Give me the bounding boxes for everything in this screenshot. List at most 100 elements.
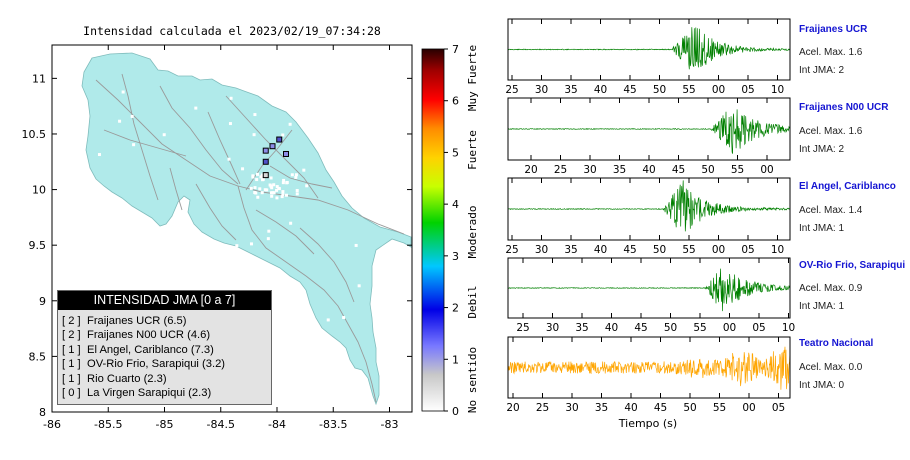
legend-station: Fraijanes N00 UCR (4.6) [87, 329, 211, 342]
legend-level: [ 2 ] [62, 315, 81, 327]
station-marker [283, 150, 289, 157]
station-jma: Int JMA: 2 [799, 65, 845, 76]
town-dot [255, 178, 259, 182]
time-tick-label: 35 [595, 402, 608, 414]
colorbar-category: No sentido [466, 347, 479, 413]
town-dot [281, 133, 285, 137]
time-tick-label: 35 [564, 244, 577, 256]
town-dot [263, 188, 267, 192]
seismogram-frame [507, 257, 791, 319]
station-acel: Acel. Max. 1.6 [799, 126, 863, 137]
legend-level: [ 1 ] [62, 372, 81, 385]
legend-rows: [ 2 ] Fraijanes UCR (6.5) [ 2 ] Fraijanes … [58, 310, 271, 400]
time-tick-label: 30 [546, 322, 559, 334]
map-axes: -86 -85.5 -85 -84.5 -84 -83.5 -83 11 10.5 10 9.5 9 8… [22, 45, 412, 431]
colorbar-tick-label: 7 [452, 43, 459, 56]
map-y-tick-label: 10 [32, 184, 46, 197]
time-tick-label: 45 [623, 84, 636, 96]
town-dot [305, 184, 309, 188]
town-dot [302, 168, 306, 172]
map-x-tick-label: -85.5 [94, 418, 122, 431]
time-tick-label: 25 [536, 402, 549, 414]
town-dot [118, 119, 122, 123]
colorbar-tick-label: 2 [452, 302, 459, 315]
town-dot [254, 191, 258, 195]
time-tick-label: 55 [693, 322, 706, 334]
town-dot [275, 188, 279, 192]
seismogram-frame [507, 177, 791, 241]
town-dot [227, 157, 231, 161]
station-jma: Int JMA: 1 [799, 301, 845, 312]
legend-station: El Angel, Cariblanco (7.3) [87, 343, 214, 356]
town-dot [284, 193, 288, 197]
time-axis-label: Tiempo (s) [618, 417, 677, 430]
town-dot [285, 181, 289, 185]
seismogram-panel: 25 30 35 40 45 50 55 00 05 10 [505, 18, 791, 96]
town-dot [267, 229, 271, 233]
time-tick-label: 00 [712, 244, 725, 256]
time-tick-label: 45 [654, 402, 667, 414]
waveform-trace [507, 180, 791, 232]
town-dot [357, 284, 361, 288]
time-tick-label: 00 [712, 84, 725, 96]
colorbar-category: Moderado [466, 206, 479, 259]
town-dot [235, 244, 239, 248]
town-dot [261, 178, 265, 182]
time-tick-label: 25 [505, 84, 518, 96]
legend-level: [ 1 ] [62, 343, 81, 356]
time-tick-label: 30 [535, 244, 548, 256]
time-tick-label: 25 [516, 322, 529, 334]
town-dot [251, 174, 255, 178]
station-acel: Acel. Max. 1.4 [799, 205, 863, 216]
map-y-tick-label: 9 [39, 295, 46, 308]
time-tick-label: 55 [731, 164, 744, 176]
time-tick-label: 10 [782, 322, 795, 334]
station-marker [262, 147, 269, 154]
station-title: Fraijanes UCR [799, 24, 868, 35]
legend-station: Rio Cuarto (2.3) [87, 372, 167, 385]
legend-title: INTENSIDAD JMA [0 a 7] [58, 291, 271, 310]
town-dot [275, 185, 279, 189]
time-tick-label: 40 [624, 402, 637, 414]
town-dot [289, 221, 293, 225]
town-dot [326, 318, 330, 322]
map-y-tick-label: 8.5 [29, 350, 47, 363]
time-tick-label: 30 [565, 402, 578, 414]
town-dot [281, 190, 285, 194]
station-title: Teatro Nacional [799, 338, 874, 349]
town-dot [282, 178, 286, 182]
town-dot [229, 96, 233, 100]
legend-level: [ 2 ] [62, 329, 81, 342]
time-tick-label: 35 [575, 322, 588, 334]
time-tick-label: 35 [564, 84, 577, 96]
time-tick-label: 50 [701, 164, 714, 176]
town-dot [241, 167, 245, 171]
station-acel: Acel. Max. 1.6 [799, 47, 863, 58]
time-tick-label: 55 [682, 244, 695, 256]
town-dot [253, 113, 257, 117]
colorbar-tick-label: 1 [452, 353, 459, 366]
colorbar-category: Muy Fuerte [466, 45, 479, 111]
town-dot [270, 194, 274, 198]
time-tick-label: 40 [594, 84, 607, 96]
legend-row: [ 2 ] Fraijanes UCR (6.5) [62, 314, 271, 328]
time-tick-label: 00 [723, 322, 736, 334]
time-tick-label: 55 [713, 402, 726, 414]
town-dot [281, 181, 285, 185]
time-tick-label: 05 [752, 322, 765, 334]
time-tick-label: 50 [683, 402, 696, 414]
station-acel: Acel. Max. 0.9 [799, 283, 863, 294]
station-jma: Int JMA: 0 [799, 380, 845, 391]
time-tick-label: 50 [653, 84, 666, 96]
station-marker [262, 158, 269, 165]
map-y-tick-label: 8 [39, 406, 46, 419]
map-y-tick-label: 11 [32, 72, 46, 85]
map-x-tick-label: -84.5 [207, 418, 235, 431]
legend-row: [ 1 ] Rio Cuarto (2.3) [62, 372, 271, 386]
seismogram-panel: 25 30 35 40 45 50 55 00 05 10 [505, 177, 791, 256]
time-tick-label: 20 [524, 164, 537, 176]
waveform-trace [507, 268, 791, 312]
seismogram-panel: 20 25 30 35 40 45 50 55 00 [507, 97, 791, 176]
town-dot [271, 191, 275, 195]
time-tick-label: 45 [634, 322, 647, 334]
